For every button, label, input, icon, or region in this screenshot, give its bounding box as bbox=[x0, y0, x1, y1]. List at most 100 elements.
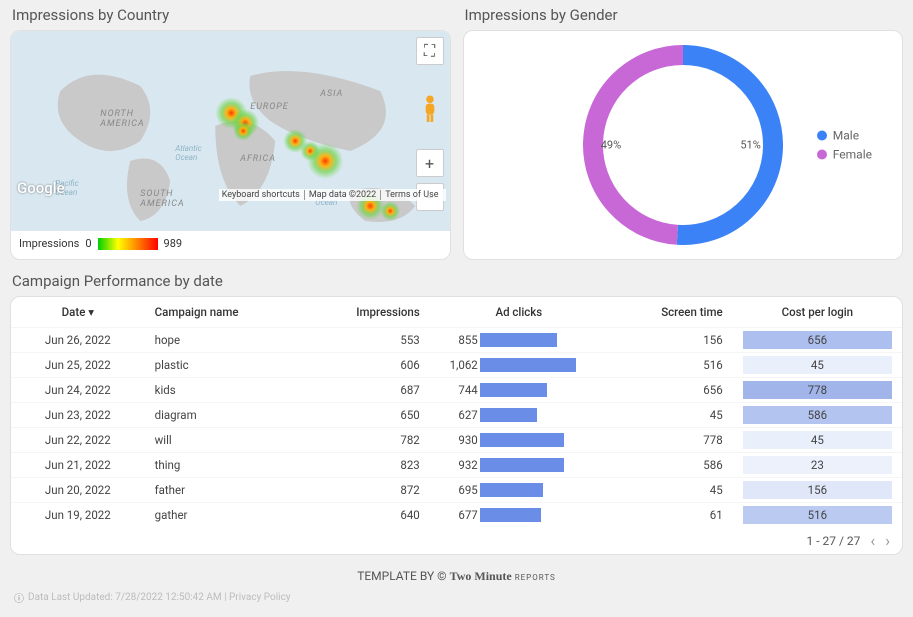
column-header[interactable]: Campaign name bbox=[145, 297, 305, 328]
cell-date: Jun 19, 2022 bbox=[11, 503, 145, 528]
fullscreen-button[interactable]: ⛶ bbox=[416, 37, 444, 65]
dashboard: Impressions by Country NORTHAMERICA SOUTH… bbox=[0, 0, 913, 605]
pegman-icon[interactable] bbox=[416, 95, 444, 123]
svg-text:AFRICA: AFRICA bbox=[239, 154, 276, 164]
cell-clicks: 855 bbox=[430, 328, 608, 353]
cell-date: Jun 22, 2022 bbox=[11, 428, 145, 453]
cell-screen: 45 bbox=[608, 478, 733, 503]
gender-title: Impressions by Gender bbox=[465, 6, 904, 24]
bottom-bar: ⓘ Data Last Updated: 7/28/2022 12:50:42 … bbox=[10, 590, 903, 605]
cell-clicks: 930 bbox=[430, 428, 608, 453]
cell-impressions: 650 bbox=[305, 403, 430, 428]
legend-item: Female bbox=[817, 147, 872, 163]
svg-text:SOUTH: SOUTH bbox=[140, 189, 173, 199]
gender-legend: Male Female bbox=[817, 125, 872, 166]
cell-screen: 586 bbox=[608, 453, 733, 478]
column-header[interactable]: Screen time bbox=[608, 297, 733, 328]
cell-cpl: 45 bbox=[733, 353, 902, 378]
cell-cpl: 656 bbox=[733, 328, 902, 353]
cell-screen: 656 bbox=[608, 378, 733, 403]
svg-text:Atlantic: Atlantic bbox=[174, 144, 201, 153]
cell-screen: 156 bbox=[608, 328, 733, 353]
donut-pct-male: 51% bbox=[740, 139, 760, 152]
legend-min: 0 bbox=[85, 237, 91, 250]
table-row[interactable]: Jun 21, 2022thing82393258623 bbox=[11, 453, 902, 478]
svg-text:ASIA: ASIA bbox=[319, 89, 343, 99]
legend-swatch bbox=[817, 131, 827, 141]
last-updated: Data Last Updated: 7/28/2022 12:50:42 AM… bbox=[28, 592, 291, 603]
legend-max: 989 bbox=[164, 237, 183, 250]
table-row[interactable]: Jun 24, 2022kids687744656778 bbox=[11, 378, 902, 403]
brand-name: Two Minute bbox=[450, 569, 512, 583]
cell-campaign: thing bbox=[145, 453, 305, 478]
table-section: Campaign Performance by date Date ▾Campa… bbox=[10, 272, 903, 555]
cell-clicks: 627 bbox=[430, 403, 608, 428]
gender-card: 51% 49% Male Female bbox=[463, 30, 904, 260]
cell-clicks: 932 bbox=[430, 453, 608, 478]
legend-swatch bbox=[817, 150, 827, 160]
cell-date: Jun 20, 2022 bbox=[11, 478, 145, 503]
table-row[interactable]: Jun 19, 2022gather64067761516 bbox=[11, 503, 902, 528]
keyboard-shortcuts-link[interactable]: Keyboard shortcuts bbox=[222, 190, 305, 200]
cell-impressions: 553 bbox=[305, 328, 430, 353]
gender-section: Impressions by Gender 51% 49% Male Female bbox=[463, 4, 904, 260]
map-legend: Impressions 0 989 bbox=[11, 231, 450, 254]
template-credit: TEMPLATE BY © Two Minute REPORTS bbox=[10, 569, 903, 584]
zoom-in-button[interactable]: + bbox=[416, 149, 444, 177]
cell-date: Jun 21, 2022 bbox=[11, 453, 145, 478]
cell-impressions: 782 bbox=[305, 428, 430, 453]
table-row[interactable]: Jun 26, 2022hope553855156656 bbox=[11, 328, 902, 353]
cell-campaign: plastic bbox=[145, 353, 305, 378]
prev-page-button[interactable]: ‹ bbox=[870, 531, 875, 550]
cell-clicks: 1,062 bbox=[430, 353, 608, 378]
cell-screen: 45 bbox=[608, 403, 733, 428]
cell-impressions: 606 bbox=[305, 353, 430, 378]
cell-date: Jun 26, 2022 bbox=[11, 328, 145, 353]
svg-text:NORTH: NORTH bbox=[100, 109, 134, 119]
brand-sub: REPORTS bbox=[515, 573, 556, 582]
cell-date: Jun 25, 2022 bbox=[11, 353, 145, 378]
terms-link[interactable]: Terms of Use bbox=[385, 190, 442, 200]
cell-campaign: father bbox=[145, 478, 305, 503]
cell-screen: 516 bbox=[608, 353, 733, 378]
cell-impressions: 872 bbox=[305, 478, 430, 503]
table-row[interactable]: Jun 23, 2022diagram65062745586 bbox=[11, 403, 902, 428]
legend-item: Male bbox=[817, 128, 872, 144]
table-title: Campaign Performance by date bbox=[12, 272, 903, 290]
cell-impressions: 687 bbox=[305, 378, 430, 403]
cell-cpl: 778 bbox=[733, 378, 902, 403]
column-header[interactable]: Ad clicks bbox=[430, 297, 608, 328]
cell-cpl: 516 bbox=[733, 503, 902, 528]
google-logo: Google bbox=[17, 179, 65, 197]
pager: 1 - 27 / 27 ‹ › bbox=[11, 527, 902, 554]
gradient-bar bbox=[98, 238, 158, 250]
table-row[interactable]: Jun 22, 2022will78293077845 bbox=[11, 428, 902, 453]
legend-label: Female bbox=[833, 148, 872, 162]
cell-screen: 61 bbox=[608, 503, 733, 528]
donut-pct-female: 49% bbox=[601, 139, 621, 152]
cell-impressions: 640 bbox=[305, 503, 430, 528]
world-map[interactable]: NORTHAMERICASOUTHAMERICAAFRICAASIAEUROPE… bbox=[11, 31, 450, 231]
map-section: Impressions by Country NORTHAMERICA SOUTH… bbox=[10, 4, 451, 260]
map-data-label: Map data ©2022 bbox=[309, 190, 381, 200]
map-title: Impressions by Country bbox=[12, 6, 451, 24]
table-row[interactable]: Jun 20, 2022father87269545156 bbox=[11, 478, 902, 503]
table-row[interactable]: Jun 25, 2022plastic6061,06251645 bbox=[11, 353, 902, 378]
cell-date: Jun 24, 2022 bbox=[11, 378, 145, 403]
performance-table: Date ▾Campaign nameImpressionsAd clicksS… bbox=[11, 297, 902, 527]
svg-text:Ocean: Ocean bbox=[175, 153, 197, 162]
info-icon: ⓘ bbox=[14, 590, 24, 605]
svg-text:AMERICA: AMERICA bbox=[99, 119, 144, 129]
cell-clicks: 677 bbox=[430, 503, 608, 528]
cell-campaign: will bbox=[145, 428, 305, 453]
column-header[interactable]: Date ▾ bbox=[11, 297, 145, 328]
cell-cpl: 45 bbox=[733, 428, 902, 453]
column-header[interactable]: Impressions bbox=[305, 297, 430, 328]
next-page-button[interactable]: › bbox=[885, 531, 890, 550]
cell-cpl: 156 bbox=[733, 478, 902, 503]
pager-text: 1 - 27 / 27 bbox=[806, 534, 860, 548]
legend-label: Male bbox=[833, 129, 859, 143]
column-header[interactable]: Cost per login bbox=[733, 297, 902, 328]
cell-cpl: 586 bbox=[733, 403, 902, 428]
cell-campaign: kids bbox=[145, 378, 305, 403]
